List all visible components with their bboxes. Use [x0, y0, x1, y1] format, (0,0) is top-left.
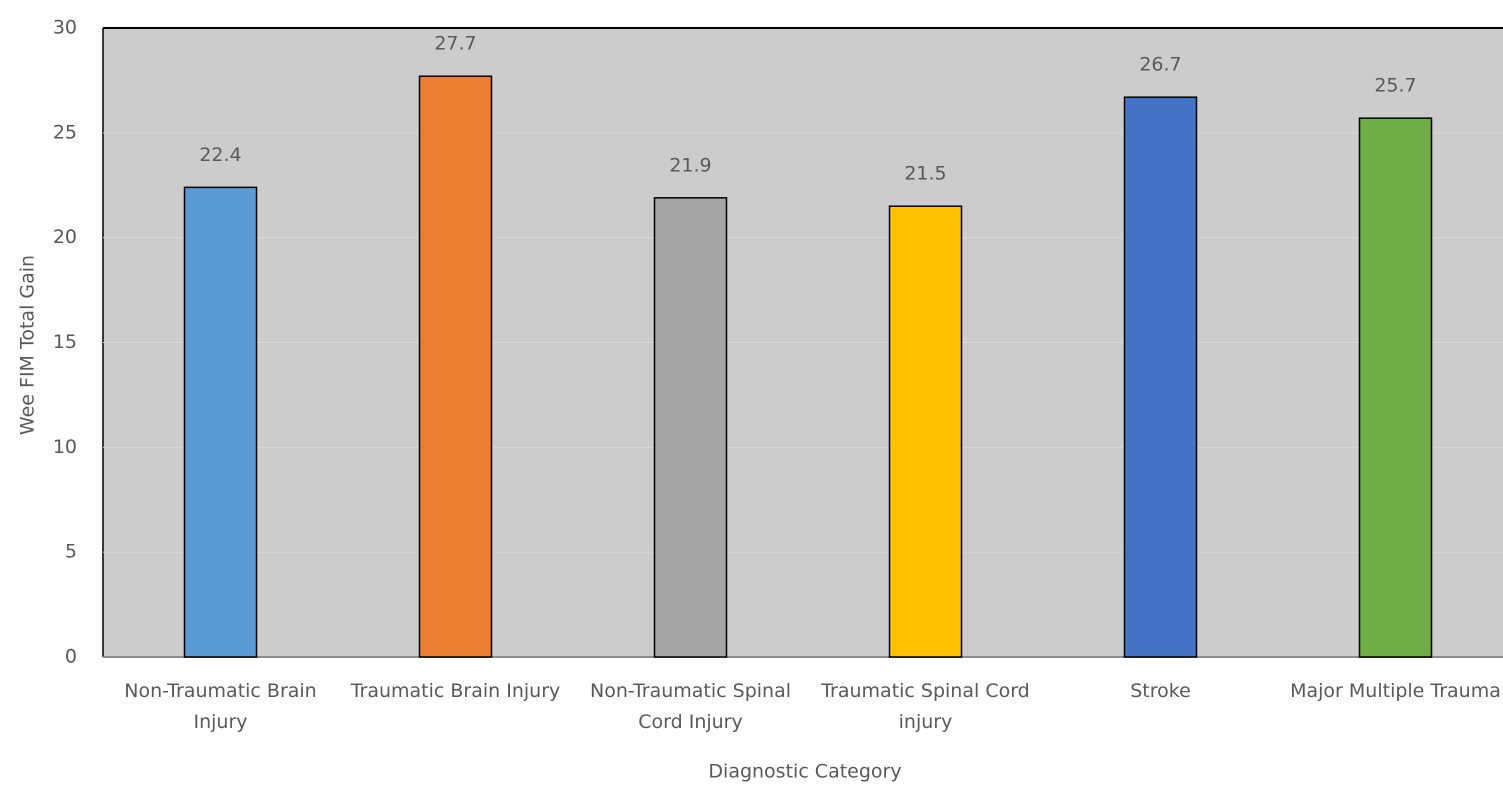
bar: [653, 197, 728, 658]
x-tick-label: Major Multiple Trauma: [1290, 680, 1501, 702]
y-tick-label: 30: [53, 17, 77, 39]
y-tick-label: 25: [53, 121, 77, 143]
data-label: 27.7: [434, 33, 476, 55]
data-label: 26.7: [1139, 54, 1181, 76]
x-axis-title: Diagnostic Category: [708, 761, 901, 783]
bar: [183, 186, 258, 658]
data-label: 25.7: [1374, 75, 1416, 97]
data-label: 22.4: [199, 144, 241, 166]
bar: [1358, 117, 1433, 658]
y-axis-title: Wee FIM Total Gain: [17, 255, 39, 435]
x-tick-label: Traumatic Brain Injury: [350, 680, 561, 702]
x-tick-label: Non-Traumatic Brain Injury: [124, 680, 317, 733]
y-tick-label: 5: [65, 541, 77, 563]
data-label: 21.9: [669, 154, 711, 176]
bar: [888, 205, 963, 658]
y-tick-label: 15: [53, 331, 77, 353]
y-tick-label: 20: [53, 226, 77, 248]
x-tick-label: Traumatic Spinal Cord injury: [821, 680, 1030, 733]
bar: [1123, 96, 1198, 658]
y-tick-label: 10: [53, 436, 77, 458]
x-tick-label: Non-Traumatic Spinal Cord Injury: [589, 680, 792, 733]
bar: [418, 75, 493, 658]
data-label: 21.5: [904, 163, 946, 185]
y-tick-label: 0: [65, 646, 77, 668]
x-tick-label: Stroke: [1130, 680, 1191, 702]
